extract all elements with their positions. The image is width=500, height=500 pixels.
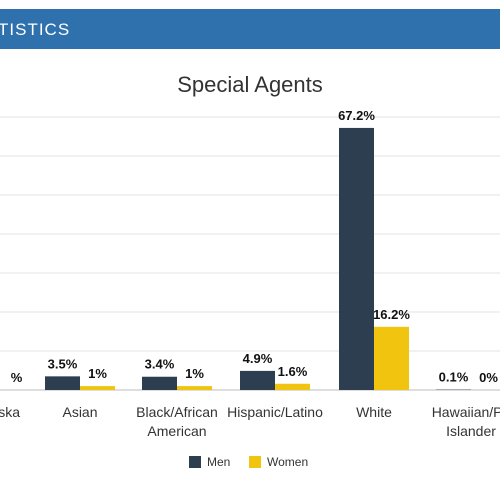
data-labels: 3.5% 3.4% 4.9% 67.2% 0.1%% 1% 1% 1.6% 16.2% 0% (11, 108, 499, 385)
bar-women (374, 326, 409, 390)
bars (45, 127, 471, 391)
data-label: 0% (479, 370, 498, 385)
header-title: TISTICS (0, 20, 71, 39)
bar-women (80, 386, 115, 390)
bar-men (45, 376, 80, 390)
legend-swatch-women (249, 456, 261, 468)
bar-men (142, 376, 177, 390)
bar-women (177, 386, 212, 390)
data-label: 4.9% (243, 351, 273, 366)
header-banner: TISTICS (0, 9, 500, 49)
data-label: 3.5% (48, 356, 78, 371)
category-label: Hawaiian/PaIslander (432, 404, 500, 439)
data-label: 67.2% (338, 108, 375, 123)
category-label: Black/African American (136, 404, 218, 439)
gridlines (0, 116, 500, 391)
data-label: 1% (185, 366, 204, 381)
data-label: 1% (88, 366, 107, 381)
data-label: % (11, 370, 23, 385)
category-label: Hispanic/Latino (227, 404, 323, 420)
category-label: Alaska (0, 404, 20, 420)
data-label: 1.6% (278, 364, 308, 379)
data-label: 3.4% (145, 357, 175, 372)
legend: Men Women (189, 455, 308, 469)
category-label: Asian (62, 404, 97, 420)
legend-label-women: Women (267, 455, 308, 469)
category-label: White (356, 404, 392, 420)
bar-men (339, 127, 374, 391)
legend-swatch-men (189, 456, 201, 468)
legend-label-men: Men (207, 455, 230, 469)
bar-men (240, 370, 275, 390)
data-label: 16.2% (373, 307, 410, 322)
data-label: 0.1% (439, 370, 469, 385)
bar-women (275, 383, 310, 390)
chart-title: Special Agents (177, 72, 323, 97)
